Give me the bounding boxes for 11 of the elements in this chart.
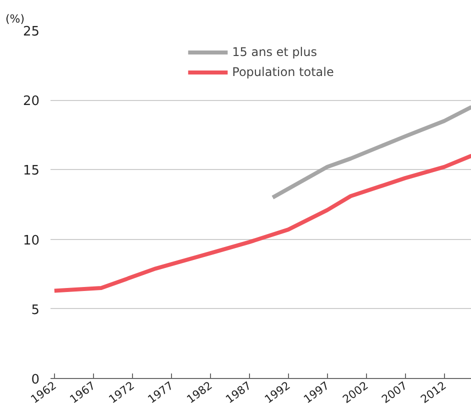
y-tick-label: 0	[31, 372, 40, 388]
legend-label: Population totale	[232, 65, 334, 79]
y-tick-label: 25	[22, 24, 40, 40]
y-tick-label: 20	[22, 94, 40, 110]
y-tick-label: 10	[22, 233, 40, 248]
y-tick-label: 5	[31, 302, 40, 318]
legend-label: 15 ans et plus	[232, 45, 317, 59]
line-series	[52, 154, 471, 293]
line-series	[270, 105, 471, 200]
y-axis-title: (%)	[6, 12, 25, 26]
y-tick-label: 15	[22, 164, 40, 179]
